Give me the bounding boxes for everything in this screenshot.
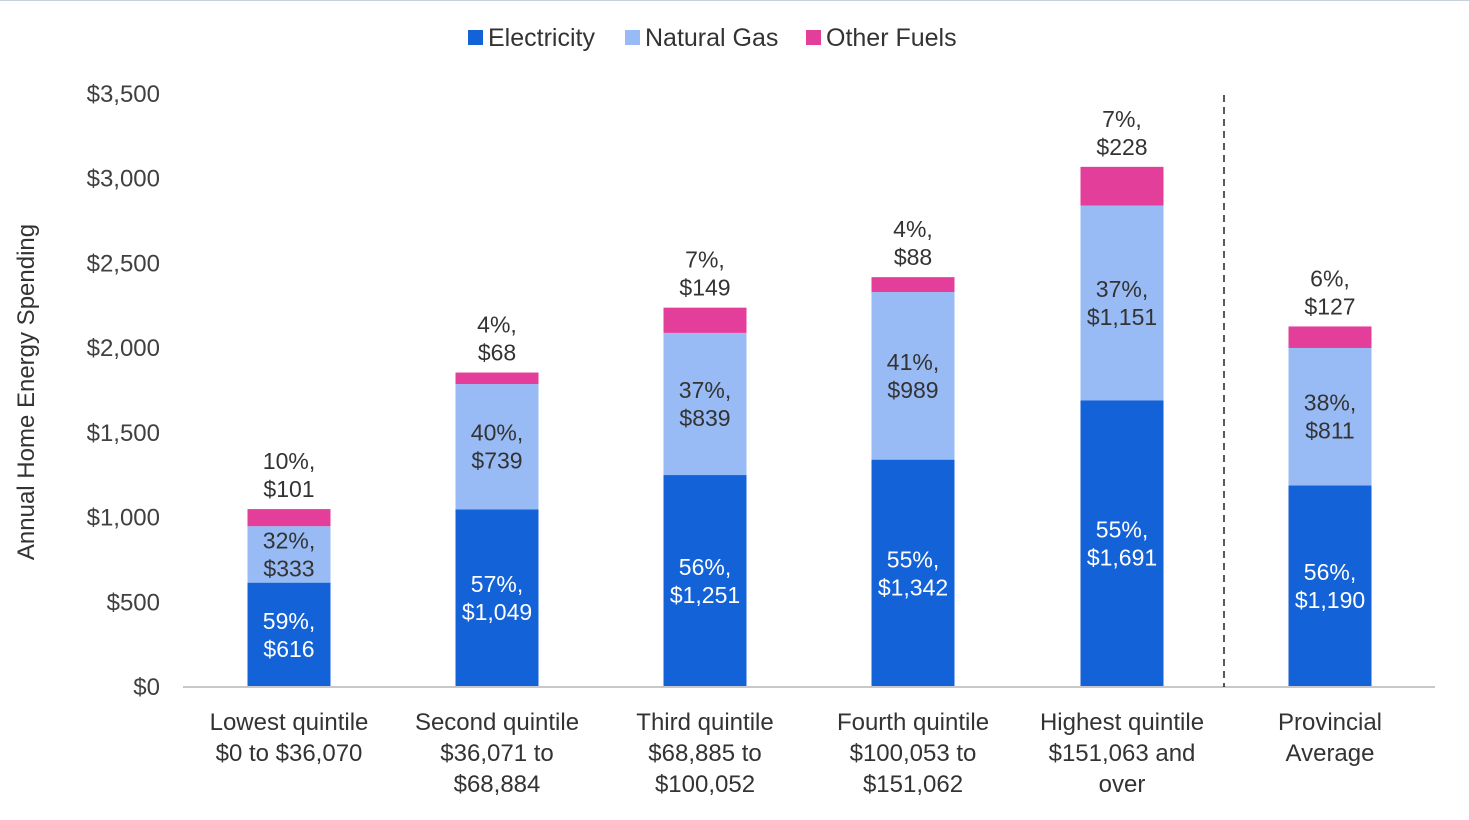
data-label: $1,691 <box>1087 545 1157 571</box>
bar-segment-electricity <box>455 509 539 687</box>
data-label: $1,151 <box>1087 304 1157 330</box>
data-label: $149 <box>679 275 730 301</box>
y-tick-label: $1,000 <box>87 505 160 532</box>
y-tick-label: $2,500 <box>87 250 160 277</box>
x-category-label: Provincial <box>1278 709 1382 736</box>
bar-segment-other-fuels <box>663 307 747 333</box>
data-label: $101 <box>263 476 314 502</box>
bar-segment-natural-gas <box>1288 347 1372 486</box>
data-label: $1,190 <box>1295 587 1365 613</box>
bar-segment-natural-gas <box>1080 205 1164 401</box>
x-category-label: $100,053 to <box>850 740 977 767</box>
data-label: $1,251 <box>670 582 740 608</box>
bar-segment-natural-gas <box>455 384 539 510</box>
bar-segment-natural-gas <box>663 332 747 476</box>
x-category-label: Average <box>1286 740 1375 767</box>
x-category-label: $68,884 <box>454 771 541 798</box>
x-category-label: Second quintile <box>415 709 579 736</box>
x-category-label: Fourth quintile <box>837 709 989 736</box>
data-label: 32%, <box>263 527 315 553</box>
y-axis-ticks: $0 $500 $1,000 $1,500 $2,000 $2,500 $3,000 $3,5… <box>87 81 160 701</box>
bar-segment-other-fuels <box>247 509 331 527</box>
top-border-line <box>0 0 1469 1</box>
data-label: $989 <box>887 377 938 403</box>
legend-swatch-2 <box>625 30 640 45</box>
x-category-label: $151,063 and <box>1049 740 1196 767</box>
legend-label-1: Electricity <box>488 24 595 52</box>
data-label: 10%, <box>263 448 315 474</box>
data-label: $333 <box>263 555 314 581</box>
data-label: 40%, <box>471 420 523 446</box>
x-category-label: $100,052 <box>655 771 755 798</box>
x-category-label: $0 to $36,070 <box>216 740 363 767</box>
y-tick-label: $0 <box>133 674 160 701</box>
x-axis-labels: Lowest quintile $0 to $36,070 Second quint… <box>210 709 1382 798</box>
data-label: 59%, <box>263 608 315 634</box>
x-category-label: Lowest quintile <box>210 709 369 736</box>
legend-label-3: Other Fuels <box>826 24 957 52</box>
bar-segment-electricity <box>871 459 955 687</box>
bars-group: 59%,$616 32%,$333 10%,$101 57%,$1,049 40%,$7… <box>247 106 1372 687</box>
bar-segment-natural-gas <box>871 292 955 460</box>
y-tick-label: $2,000 <box>87 335 160 362</box>
chart-legend: Electricity Natural Gas Other Fuels <box>468 24 957 52</box>
y-tick-label: $3,500 <box>87 81 160 108</box>
bar-segment-other-fuels <box>1080 166 1164 206</box>
data-label: $88 <box>894 244 932 270</box>
bar-segment-other-fuels <box>871 277 955 293</box>
data-label: 7%, <box>1102 106 1142 132</box>
data-label: $127 <box>1304 293 1355 319</box>
data-label: 37%, <box>679 377 731 403</box>
legend-swatch-1 <box>468 30 483 45</box>
bar-segment-other-fuels <box>1288 326 1372 348</box>
x-category-label: Highest quintile <box>1040 709 1204 736</box>
y-tick-label: $3,000 <box>87 166 160 193</box>
data-label: 57%, <box>471 571 523 597</box>
data-label: 38%, <box>1304 390 1356 416</box>
bar-segment-electricity <box>663 475 747 687</box>
data-label: $839 <box>679 405 730 431</box>
data-label: 6%, <box>1310 265 1350 291</box>
data-label: $739 <box>471 448 522 474</box>
data-label: $68 <box>478 340 516 366</box>
data-label: 56%, <box>679 554 731 580</box>
x-category-label: $68,885 to <box>648 740 761 767</box>
data-label: $1,049 <box>462 599 532 625</box>
x-category-label: $36,071 to <box>440 740 553 767</box>
y-tick-label: $500 <box>107 589 160 616</box>
y-tick-label: $1,500 <box>87 420 160 447</box>
x-category-label: Third quintile <box>636 709 773 736</box>
data-label: 56%, <box>1304 559 1356 585</box>
data-label: 37%, <box>1096 276 1148 302</box>
data-label: 4%, <box>893 216 933 242</box>
data-label: $811 <box>1305 418 1354 444</box>
bar-segment-other-fuels <box>455 372 539 385</box>
bar-segment-electricity <box>1080 400 1164 687</box>
data-label: 55%, <box>1096 517 1148 543</box>
x-category-label: over <box>1099 771 1146 798</box>
legend-swatch-3 <box>806 30 821 45</box>
data-label: 41%, <box>887 349 939 375</box>
bar-segment-electricity <box>1288 485 1372 687</box>
legend-label-2: Natural Gas <box>645 24 778 52</box>
data-label: $1,342 <box>878 574 948 600</box>
data-label: 55%, <box>887 546 939 572</box>
data-label: 7%, <box>685 247 725 273</box>
x-category-label: $151,062 <box>863 771 963 798</box>
data-label: $616 <box>263 636 314 662</box>
y-axis-label: Annual Home Energy Spending <box>13 224 40 560</box>
data-label: 4%, <box>477 312 517 338</box>
bar-segment-natural-gas <box>247 526 331 583</box>
data-label: $228 <box>1096 134 1147 160</box>
bar-segment-electricity <box>247 582 331 687</box>
